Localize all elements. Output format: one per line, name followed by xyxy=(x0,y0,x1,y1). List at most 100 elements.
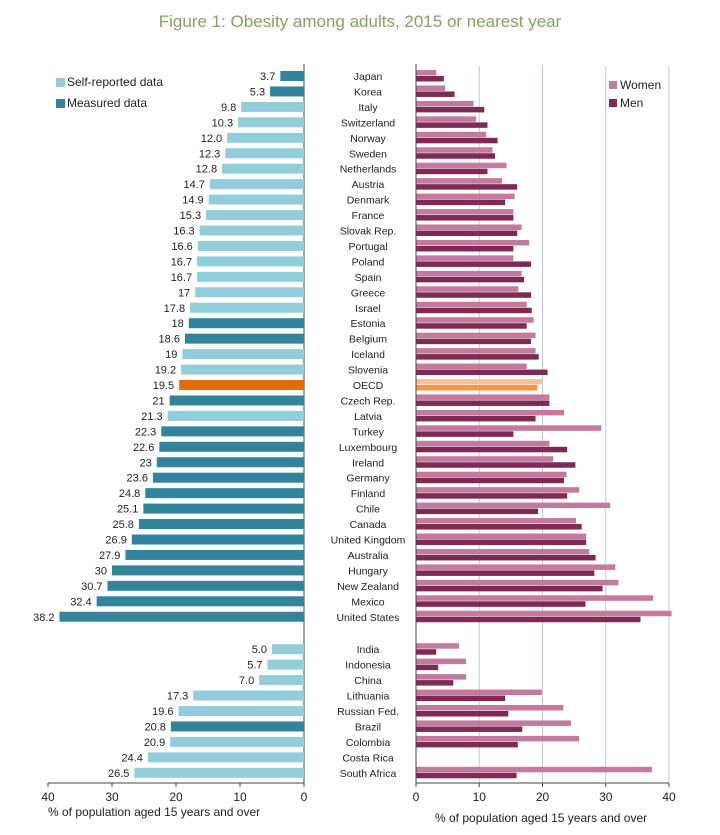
men-bar-austria xyxy=(416,184,518,190)
left-x-axis-title: % of population aged 15 years and over xyxy=(48,805,260,819)
value-label-hungary: 30 xyxy=(95,565,107,577)
country-label-india: India xyxy=(357,644,380,656)
left-bar-spain xyxy=(197,271,304,282)
country-label-denmark: Denmark xyxy=(347,195,390,207)
women-bar-canada xyxy=(416,518,577,524)
left-bar-france xyxy=(206,210,304,221)
women-bar-hungary xyxy=(416,564,616,570)
left-bar-costa-rica xyxy=(147,752,304,763)
value-label-iceland: 19 xyxy=(165,349,177,361)
women-bar-south-africa xyxy=(416,766,652,773)
men-bar-united-kingdom xyxy=(416,539,587,545)
men-bar-slovak-rep xyxy=(416,230,518,236)
women-bar-mexico xyxy=(416,595,654,601)
women-bar-austria xyxy=(416,178,503,184)
country-label-norway: Norway xyxy=(350,133,386,145)
right-x-axis-title: % of population aged 15 years and over xyxy=(435,811,647,825)
legend-label-women: Women xyxy=(620,78,661,92)
men-bar-czech-rep xyxy=(416,400,550,406)
country-label-iceland: Iceland xyxy=(351,349,385,361)
women-bar-united-states xyxy=(416,610,672,617)
value-label-greece: 17 xyxy=(178,287,190,299)
left-bar-italy xyxy=(241,101,304,112)
left-bar-norway xyxy=(227,132,304,143)
value-label-portugal: 16.6 xyxy=(171,241,192,253)
value-label-canada: 25.8 xyxy=(112,519,133,531)
men-bar-greece xyxy=(416,292,532,298)
country-label-south-africa: South Africa xyxy=(340,768,397,780)
legend-swatch-men xyxy=(609,99,617,107)
men-bar-oecd xyxy=(416,385,538,391)
figure-title: Figure 1: Obesity among adults, 2015 or … xyxy=(158,12,562,31)
legend-swatch-self-reported-data xyxy=(56,78,65,87)
value-label-chile: 25.1 xyxy=(117,504,138,516)
women-bar-italy xyxy=(416,100,474,107)
left-bar-germany xyxy=(152,472,304,483)
value-label-ireland: 23 xyxy=(140,457,152,469)
country-label-china: China xyxy=(354,675,382,687)
legend-swatch-measured-data xyxy=(56,99,65,108)
value-label-belgium: 18.6 xyxy=(159,334,180,346)
country-label-israel: Israel xyxy=(355,303,381,315)
men-bar-denmark xyxy=(416,199,506,206)
women-bar-lithuania xyxy=(416,689,542,696)
left-bar-netherlands xyxy=(222,163,304,174)
men-bar-indonesia xyxy=(416,664,439,671)
women-bar-france xyxy=(416,209,514,215)
left-bar-slovenia xyxy=(181,364,304,375)
legend-label-measured-data: Measured data xyxy=(67,96,147,110)
country-label-sweden: Sweden xyxy=(349,148,387,160)
men-bar-india xyxy=(416,649,437,655)
women-bar-poland xyxy=(416,255,514,261)
women-bar-sweden xyxy=(416,147,493,153)
value-label-sweden: 12.3 xyxy=(199,148,220,160)
country-label-costa-rica: Costa Rica xyxy=(342,752,394,764)
men-bar-norway xyxy=(416,137,498,144)
country-label-austria: Austria xyxy=(352,179,385,191)
women-bar-luxembourg xyxy=(416,440,550,447)
women-bar-colombia xyxy=(416,735,580,742)
men-bar-iceland xyxy=(416,354,539,360)
country-label-australia: Australia xyxy=(348,550,389,562)
right-bars-group xyxy=(416,70,672,779)
country-label-hungary: Hungary xyxy=(348,565,388,577)
country-label-belgium: Belgium xyxy=(349,334,387,346)
women-bar-israel xyxy=(416,301,527,308)
country-label-new-zealand: New Zealand xyxy=(337,581,399,593)
value-label-south-africa: 26.5 xyxy=(108,768,129,780)
country-label-ireland: Ireland xyxy=(352,457,384,469)
women-bar-ireland xyxy=(416,456,554,462)
men-bar-australia xyxy=(416,554,596,561)
left-bar-lithuania xyxy=(193,690,304,701)
men-bar-chile xyxy=(416,508,539,515)
country-label-lithuania: Lithuania xyxy=(347,691,390,703)
value-label-germany: 23.6 xyxy=(127,473,148,485)
country-label-colombia: Colombia xyxy=(346,737,391,749)
left-tick-label-20: 20 xyxy=(169,790,183,804)
value-label-switzerland: 10.3 xyxy=(212,117,233,129)
men-bar-lithuania xyxy=(416,695,506,702)
men-bar-united-states xyxy=(416,616,641,623)
women-bar-slovak-rep xyxy=(416,224,522,230)
value-label-turkey: 22.3 xyxy=(135,426,156,438)
value-label-russian-fed: 19.6 xyxy=(152,706,173,718)
left-bar-indonesia xyxy=(267,659,304,670)
value-label-australia: 27.9 xyxy=(99,550,120,562)
legend-label-men: Men xyxy=(620,96,643,110)
legend-label-self-reported-data: Self-reported data xyxy=(67,75,163,89)
left-bar-united-states xyxy=(59,611,304,622)
left-bar-sweden xyxy=(225,148,304,159)
country-label-spain: Spain xyxy=(355,272,382,284)
women-bar-indonesia xyxy=(416,658,466,665)
right-tick-label-40: 40 xyxy=(662,790,676,804)
value-label-denmark: 14.9 xyxy=(182,195,203,207)
value-label-colombia: 20.9 xyxy=(144,737,165,749)
women-bar-denmark xyxy=(416,193,515,200)
left-bar-brazil xyxy=(170,721,304,732)
men-bar-china xyxy=(416,680,454,686)
left-bar-oecd xyxy=(179,380,304,390)
women-bar-korea xyxy=(416,85,446,91)
left-bar-iceland xyxy=(182,349,304,360)
women-bar-new-zealand xyxy=(416,579,619,586)
